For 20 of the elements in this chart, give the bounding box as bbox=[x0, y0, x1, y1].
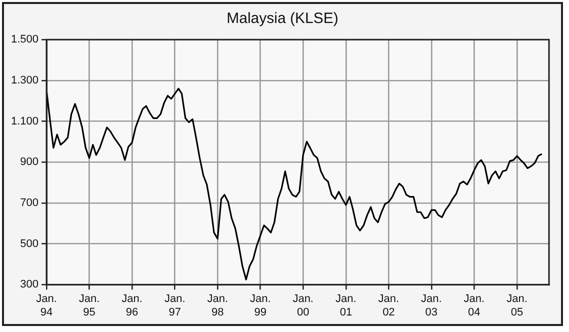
x-tick-label: Jan. 02 bbox=[378, 293, 400, 318]
y-tick-label: 1.500 bbox=[10, 34, 39, 46]
x-tick-label: Jan. 95 bbox=[78, 293, 100, 318]
x-tick-label: Jan. 96 bbox=[122, 293, 142, 318]
x-tick-label: Jan. 99 bbox=[250, 293, 271, 318]
y-tick-label: 900 bbox=[20, 156, 39, 168]
y-tick-label: 700 bbox=[20, 196, 39, 209]
x-tick-label: Jan. 01 bbox=[336, 293, 356, 318]
x-tick-label: Jan. 98 bbox=[207, 293, 228, 318]
x-tick-label: Jan. 97 bbox=[164, 293, 186, 318]
x-tick-label: Jan. 04 bbox=[464, 293, 485, 318]
x-tick-label: Jan. 05 bbox=[506, 293, 528, 318]
x-tick-label: Jan. 94 bbox=[36, 293, 57, 318]
y-tick-label: 1.100 bbox=[10, 115, 39, 128]
x-tick-label: Jan. 03 bbox=[421, 293, 442, 318]
y-tick-label: 300 bbox=[20, 278, 39, 291]
y-tick-label: 500 bbox=[20, 238, 39, 250]
chart-title: Malaysia (KLSE) bbox=[226, 10, 340, 27]
y-tick-label: 1.300 bbox=[10, 74, 39, 86]
x-tick-label: Jan. 00 bbox=[292, 293, 314, 318]
